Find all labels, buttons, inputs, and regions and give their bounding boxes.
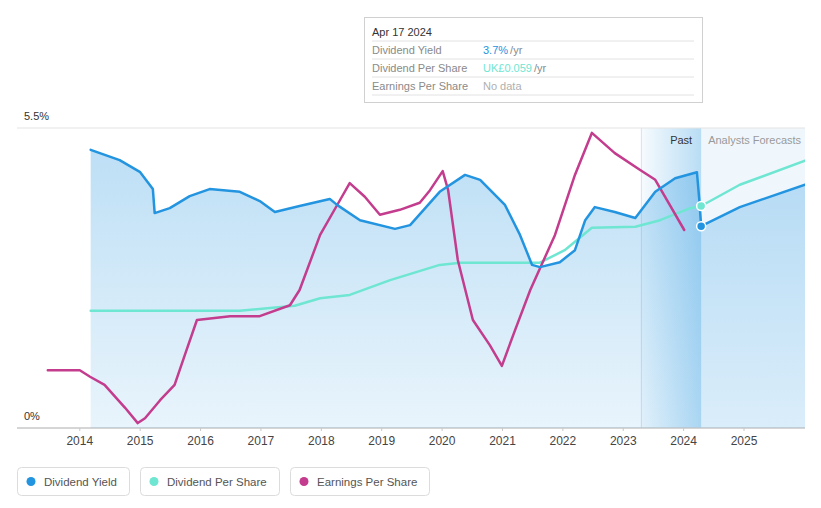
tooltip-divider xyxy=(372,77,694,78)
series-line xyxy=(91,150,805,267)
legend-item[interactable]: Earnings Per Share xyxy=(291,468,430,496)
legend-swatch xyxy=(300,477,309,486)
hover-marker xyxy=(697,202,706,211)
tooltip-value: No data xyxy=(483,80,522,92)
x-tick-label: 2016 xyxy=(187,434,214,448)
x-tick xyxy=(381,428,382,431)
x-tick xyxy=(200,428,201,431)
y-tick-label: 5.5% xyxy=(24,110,49,122)
x-tick xyxy=(744,428,745,431)
x-tick-label: 2020 xyxy=(429,434,456,448)
tooltip-divider xyxy=(372,41,694,42)
plot-data xyxy=(48,133,805,428)
annotation-label: Analysts Forecasts xyxy=(708,134,801,146)
legend-box xyxy=(18,468,130,496)
x-tick-label: 2014 xyxy=(66,434,93,448)
x-tick xyxy=(79,428,80,431)
x-tick-label: 2017 xyxy=(248,434,275,448)
tooltip-label: Dividend Per Share xyxy=(372,62,467,74)
grid-line xyxy=(17,128,805,129)
tooltip-value: 3.7% xyxy=(483,44,508,56)
x-tick xyxy=(683,428,684,431)
x-tick-label: 2018 xyxy=(308,434,335,448)
y-tick-label: 0% xyxy=(24,410,40,422)
legend: Dividend Yield Dividend Per Share Earnings… xyxy=(18,468,430,496)
x-tick-label: 2019 xyxy=(368,434,395,448)
tooltip-label: Dividend Yield xyxy=(372,44,442,56)
chart-container: 0% 5.5% 2014 2015 2016 2017 2018 2019 2020 2021 20… xyxy=(0,0,821,508)
legend-swatch xyxy=(27,477,36,486)
x-tick xyxy=(260,428,261,431)
tooltip-box xyxy=(365,18,703,103)
annotation-label: Past xyxy=(670,134,692,146)
x-tick-label: 2015 xyxy=(127,434,154,448)
legend-label: Dividend Yield xyxy=(44,476,117,488)
tooltip-value-text: UK£0.059/yr xyxy=(483,62,546,74)
x-tick xyxy=(562,428,563,431)
legend-label: Earnings Per Share xyxy=(317,476,417,488)
tooltip-divider xyxy=(372,59,694,60)
x-tick-label: 2022 xyxy=(550,434,577,448)
tooltip-value-text: 3.7%/yr xyxy=(483,44,523,56)
x-tick-label: 2023 xyxy=(610,434,637,448)
grid xyxy=(17,128,805,428)
tooltip-label: Earnings Per Share xyxy=(372,80,468,92)
x-tick-label: 2024 xyxy=(670,434,697,448)
x-tick-label: 2025 xyxy=(731,434,758,448)
tooltip-value-text: No data xyxy=(483,80,522,92)
x-tick xyxy=(442,428,443,431)
tooltip-unit: /yr xyxy=(510,44,523,56)
chart-svg: 0% 5.5% 2014 2015 2016 2017 2018 2019 2020 2021 20… xyxy=(0,0,821,508)
tooltip-unit: /yr xyxy=(534,62,547,74)
tooltip: Apr 17 2024Dividend Yield3.7%/yrDividend… xyxy=(365,18,703,103)
hover-marker xyxy=(697,222,706,231)
legend-label: Dividend Per Share xyxy=(167,476,267,488)
legend-box xyxy=(141,468,280,496)
x-tick xyxy=(321,428,322,431)
tooltip-value: UK£0.059 xyxy=(483,62,532,74)
legend-box xyxy=(291,468,430,496)
x-tick xyxy=(623,428,624,431)
legend-swatch xyxy=(150,477,159,486)
tooltip-divider xyxy=(372,95,694,96)
x-tick xyxy=(140,428,141,431)
x-tick-label: 2021 xyxy=(489,434,516,448)
legend-item[interactable]: Dividend Per Share xyxy=(141,468,280,496)
legend-item[interactable]: Dividend Yield xyxy=(18,468,130,496)
tooltip-title: Apr 17 2024 xyxy=(372,26,432,38)
x-tick xyxy=(502,428,503,431)
